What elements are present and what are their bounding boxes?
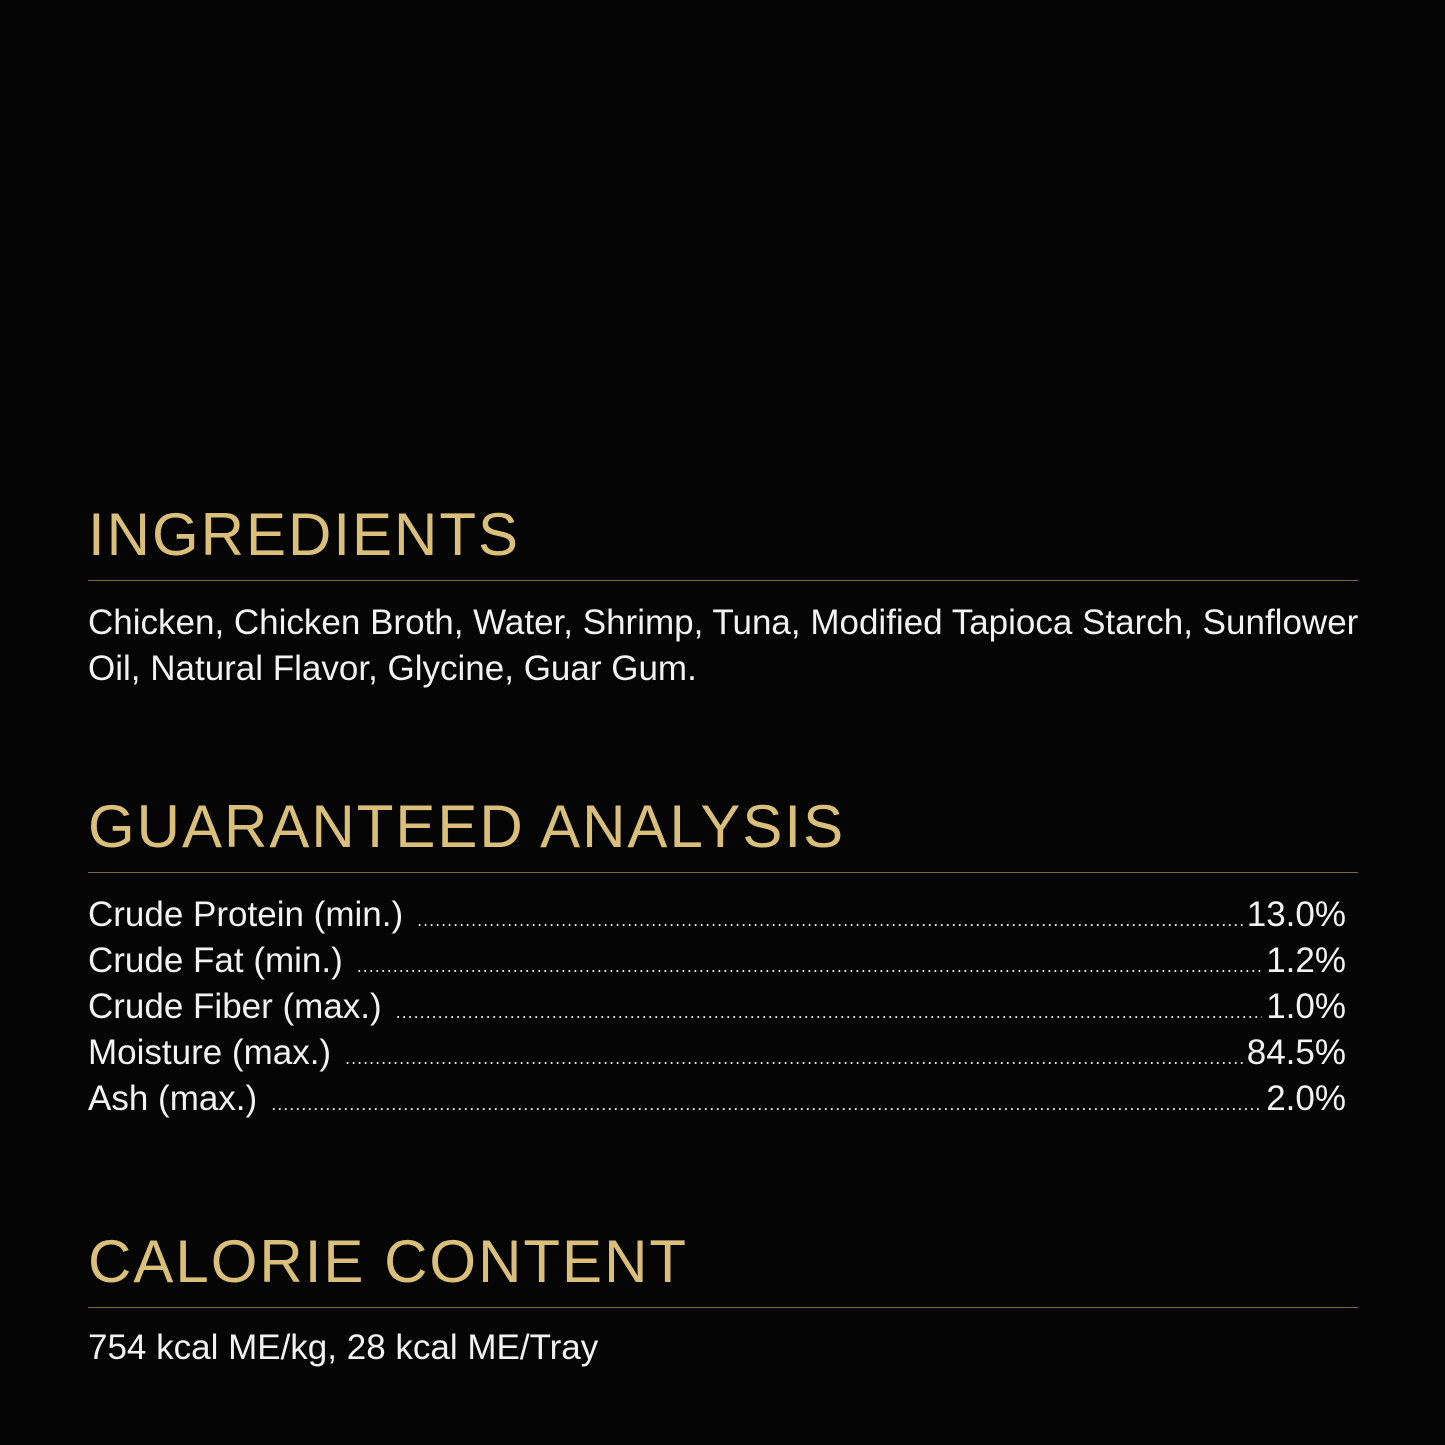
dot-leader xyxy=(357,943,1262,989)
analysis-row: Crude Fiber (max.) 1.0% xyxy=(88,984,1346,1030)
dot-leader xyxy=(345,1035,1243,1081)
title-text-2: SHRIMP RECIPE xyxy=(230,237,1215,401)
ingredients-divider xyxy=(88,580,1358,581)
calorie-divider xyxy=(88,1307,1358,1308)
calorie-heading: CALORIE CONTENT xyxy=(88,1228,689,1295)
ingredients-heading: INGREDIENTS xyxy=(88,501,521,568)
dot-leader xyxy=(417,897,1243,943)
analysis-divider xyxy=(88,872,1358,873)
ingredients-text: Chicken, Chicken Broth, Water, Shrimp, T… xyxy=(88,603,1359,688)
analysis-row: Moisture (max.) 84.5% xyxy=(88,1030,1346,1076)
analysis-value: 1.0% xyxy=(1266,987,1346,1026)
analysis-table: Crude Protein (min.) 13.0% Crude Fat (min… xyxy=(88,892,1368,1122)
analysis-row: Crude Protein (min.) 13.0% xyxy=(88,892,1346,938)
analysis-label: Crude Fiber (max.) xyxy=(88,987,382,1026)
analysis-value: 13.0% xyxy=(1246,895,1346,934)
analysis-label: Crude Fat (min.) xyxy=(88,941,343,980)
analysis-heading: GUARANTEED ANALYSIS xyxy=(88,793,846,860)
analysis-label: Ash (max.) xyxy=(88,1079,258,1118)
analysis-value: 84.5% xyxy=(1246,1033,1346,1072)
title-line-1: CHICKEN & xyxy=(0,78,1445,226)
title-text-1: CHICKEN & xyxy=(358,70,1087,234)
calorie-text: 754 kcal ME/kg, 28 kcal ME/Tray xyxy=(88,1328,599,1367)
analysis-label: Crude Protein (min.) xyxy=(88,895,404,934)
analysis-label: Moisture (max.) xyxy=(88,1033,332,1072)
title-line-2: SHRIMP RECIPE xyxy=(0,245,1445,393)
analysis-value: 2.0% xyxy=(1266,1079,1346,1118)
dot-leader xyxy=(396,989,1263,1035)
analysis-value: 1.2% xyxy=(1266,941,1346,980)
dot-leader xyxy=(271,1081,1262,1127)
analysis-row: Crude Fat (min.) 1.2% xyxy=(88,938,1346,984)
analysis-row: Ash (max.) 2.0% xyxy=(88,1076,1346,1122)
